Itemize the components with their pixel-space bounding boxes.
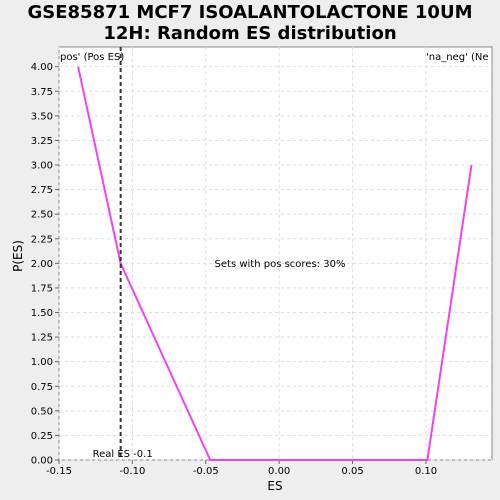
y-tick-label: 2.50 (31, 210, 53, 221)
x-tick-label: -0.15 (46, 466, 72, 477)
y-tick-label: 0.75 (31, 382, 53, 393)
y-tick-label: 1.25 (31, 333, 53, 344)
pos-label: pos' (Pos ES) (60, 52, 124, 63)
series-line (77, 66, 473, 461)
x-tick-label: -0.10 (119, 466, 145, 477)
y-axis-label: P(ES) (11, 240, 25, 272)
y-tick-label: 1.00 (31, 357, 53, 368)
plot-area (58, 46, 493, 461)
pos-scores-annotation: Sets with pos scores: 30% (215, 259, 346, 270)
x-tick-label: -0.05 (193, 466, 219, 477)
y-tick-label: 3.25 (31, 136, 53, 147)
grid-lines (58, 47, 492, 461)
y-tick-label: 4.00 (31, 62, 53, 73)
y-axis-ticks: 0.00 0.25 0.50 0.75 1.00 1.25 1.50 1.75 2.00 2.25… (31, 62, 59, 467)
chart-title-line-2: 12H: Random ES distribution (103, 23, 397, 44)
x-tick-label: 0.00 (268, 466, 290, 477)
y-tick-label: 0.00 (31, 456, 53, 467)
y-tick-label: 0.50 (31, 406, 53, 417)
x-axis-ticks: -0.15 -0.10 -0.05 0.00 0.05 0.10 (46, 460, 437, 477)
chart-title-line-1: GSE85871 MCF7 ISOALANTOLACTONE 10UM (27, 2, 473, 23)
y-tick-label: 3.50 (31, 111, 53, 122)
y-tick-label: 2.25 (31, 234, 53, 245)
x-tick-label: 0.10 (415, 466, 437, 477)
y-tick-label: 3.75 (31, 87, 53, 98)
y-tick-label: 1.75 (31, 283, 53, 294)
real-es-label: Real ES -0.1 (93, 449, 153, 460)
y-tick-label: 3.00 (31, 161, 53, 172)
y-tick-label: 1.50 (31, 308, 53, 319)
x-tick-label: 0.05 (341, 466, 363, 477)
y-tick-label: 2.75 (31, 185, 53, 196)
y-tick-label: 0.25 (31, 431, 53, 442)
chart-title: GSE85871 MCF7 ISOALANTOLACTONE 10UM 12H:… (0, 2, 500, 44)
x-axis-label: ES (267, 479, 282, 493)
y-tick-label: 2.00 (31, 259, 53, 270)
neg-label: 'na_neg' (Ne (426, 52, 489, 63)
